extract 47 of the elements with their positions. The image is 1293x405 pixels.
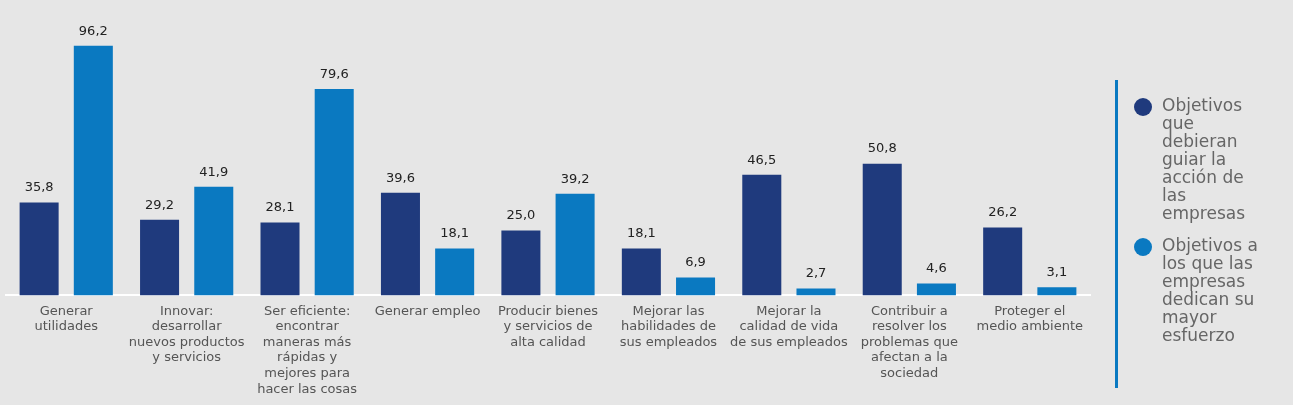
bar bbox=[621, 248, 661, 296]
x-tick-label: Proteger el medio ambiente bbox=[976, 302, 1083, 334]
bar bbox=[140, 219, 180, 296]
x-tick-label: Generar empleo bbox=[374, 302, 481, 318]
bar bbox=[796, 288, 836, 296]
x-tick-label: Ser eficiente: encontrar maneras más rápidas y mejores para hacer las cosas bbox=[257, 302, 358, 396]
data-label: 25,0 bbox=[506, 207, 536, 223]
data-label: 18,1 bbox=[440, 225, 470, 241]
bar bbox=[260, 222, 300, 296]
data-label: 6,9 bbox=[685, 254, 706, 270]
data-label: 28,1 bbox=[265, 199, 295, 215]
bar bbox=[555, 193, 595, 296]
bar bbox=[676, 277, 716, 296]
x-tick-label: Generar utilidades bbox=[34, 302, 99, 334]
data-label: 39,6 bbox=[385, 169, 415, 185]
x-tick-label: Mejorar la calidad de vida de sus empleados bbox=[730, 302, 848, 349]
data-label: 4,6 bbox=[926, 260, 947, 276]
bar bbox=[194, 186, 234, 296]
bar bbox=[501, 230, 541, 296]
bar bbox=[73, 45, 113, 296]
data-label: 35,8 bbox=[24, 179, 54, 195]
data-label: 50,8 bbox=[867, 140, 897, 156]
data-label: 18,1 bbox=[626, 225, 656, 241]
data-label: 3,1 bbox=[1046, 264, 1068, 280]
x-tick-label: Contribuir a resolver los problemas que afectan a la sociedad bbox=[860, 302, 958, 380]
x-tick-label: Mejorar las habilidades de sus empleados bbox=[619, 302, 718, 349]
legend-label: Objetivos a los que las empresas dedican su mayor esfuerzo bbox=[1162, 235, 1259, 345]
data-label: 41,9 bbox=[199, 163, 229, 179]
bar bbox=[19, 202, 59, 296]
data-label: 96,2 bbox=[78, 22, 108, 38]
data-label: 26,2 bbox=[988, 204, 1018, 220]
data-label: 2,7 bbox=[805, 265, 827, 281]
bar bbox=[916, 283, 956, 296]
x-tick-label: Producir bienes y servicios de alta calidad bbox=[497, 302, 599, 349]
bar bbox=[314, 88, 354, 296]
bar bbox=[435, 248, 475, 296]
data-label: 39,2 bbox=[560, 170, 590, 186]
data-label: 29,2 bbox=[145, 196, 175, 212]
bar bbox=[380, 192, 420, 296]
bar bbox=[742, 174, 782, 296]
data-label: 46,5 bbox=[747, 151, 777, 167]
bar bbox=[1037, 287, 1077, 296]
x-tick-label: Innovar: desarrollar nuevos productos y servicios bbox=[128, 302, 245, 365]
bar bbox=[983, 227, 1023, 296]
bar bbox=[862, 163, 902, 296]
legend-label: Objetivos que debieran guiar la acción de las empresas bbox=[1162, 95, 1247, 223]
data-label: 79,6 bbox=[319, 65, 349, 81]
